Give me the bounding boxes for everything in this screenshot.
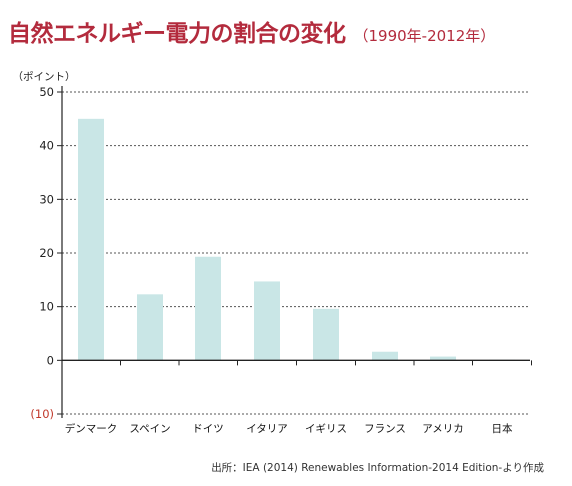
bar-0 (78, 118, 104, 361)
x-tick-label: スペイン (129, 423, 170, 435)
x-tick-label: フランス (364, 423, 406, 435)
y-tick-label: (10) (30, 407, 54, 421)
y-tick-label: 50 (39, 85, 54, 99)
x-tick-label: デンマーク (65, 422, 118, 435)
source-note: 出所：IEA (2014) Renewables Information-201… (211, 462, 544, 474)
bar-5 (372, 351, 398, 361)
y-axis-label: （ポイント） (13, 71, 76, 83)
bar-6 (430, 356, 456, 361)
x-tick-label: イギリス (305, 423, 347, 435)
y-tick-label: 10 (39, 300, 54, 314)
chart-subtitle: （1990年-2012年） (353, 27, 496, 45)
y-tick-label: 30 (39, 192, 54, 206)
y-tick-label: 20 (39, 246, 54, 260)
bar-4 (313, 308, 339, 361)
x-tick-label: ドイツ (192, 423, 224, 435)
y-tick-label: 0 (47, 353, 54, 367)
bar-2 (195, 256, 221, 361)
bar-3 (254, 281, 280, 361)
x-tick-label: イタリア (246, 423, 288, 435)
y-tick-label: 40 (39, 139, 54, 153)
bar-1 (137, 294, 163, 361)
x-tick-label: 日本 (492, 422, 513, 435)
x-tick-label: アメリカ (422, 423, 463, 435)
chart-title-row: 自然エネルギー電力の割合の変化 （1990年-2012年） (8, 14, 495, 48)
chart-title: 自然エネルギー電力の割合の変化 (8, 21, 346, 47)
